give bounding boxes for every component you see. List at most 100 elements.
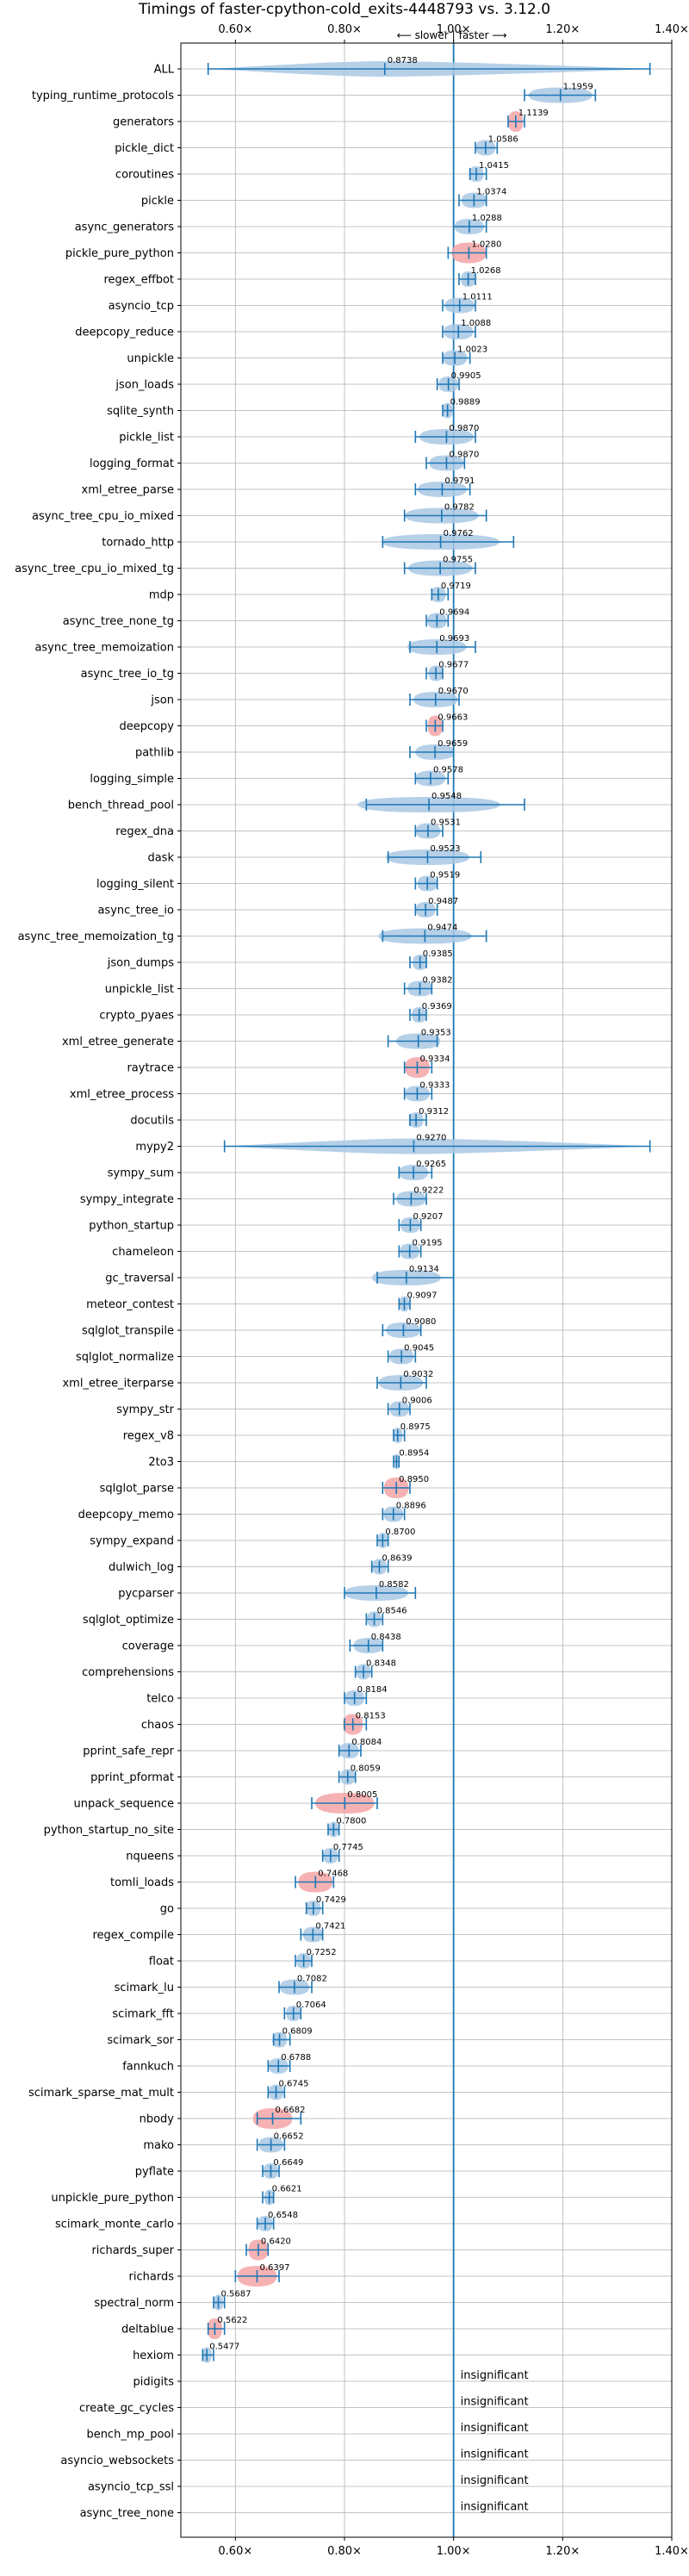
violin-sqlglot_normalize (387, 1348, 417, 1365)
category-label: spectral_norm (94, 2297, 174, 2310)
violin-dask (386, 849, 482, 865)
category-label: bench_mp_pool (86, 2429, 174, 2442)
category-label: mypy2 (135, 1141, 174, 1154)
category-label: float (149, 1956, 174, 1969)
category-label: sqlglot_normalize (76, 1351, 174, 1364)
violin-async_tree_cpu_io_mixed (403, 507, 487, 524)
value-label: 0.5622 (217, 2316, 247, 2325)
category-label: chameleon (112, 1246, 174, 1259)
violin-dulwich_log (370, 1559, 389, 1575)
violin-mako (256, 2137, 286, 2153)
violin-async_tree_memoization_tg (378, 928, 487, 944)
violin-async_tree_io_tg (425, 665, 444, 681)
insignificant-label: insignificant (461, 2448, 529, 2461)
value-label: 0.7745 (333, 1843, 363, 1852)
violin-mdp (431, 587, 450, 602)
value-label: 0.9870 (449, 451, 479, 460)
violin-sympy_str (387, 1401, 411, 1417)
category-label: dulwich_log (109, 1561, 174, 1574)
violin-nbody (252, 2108, 302, 2129)
category-label: sympy_integrate (80, 1193, 174, 1206)
category-label: sqlglot_transpile (82, 1325, 174, 1338)
value-label: 1.1139 (518, 109, 549, 118)
category-label: mako (143, 2139, 174, 2152)
value-label: 0.7064 (296, 2000, 326, 2010)
x-tick-label-top: 1.00× (437, 23, 471, 36)
value-label: 0.9222 (413, 1186, 444, 1196)
value-label: 1.1959 (563, 83, 593, 92)
violin-unpickle_list (403, 980, 433, 997)
value-label: 0.5477 (209, 2343, 239, 2352)
violin-pickle_dict (475, 140, 499, 156)
violin-async_tree_none_tg (425, 613, 450, 629)
category-label: dask (147, 852, 174, 865)
value-label: 0.9870 (449, 424, 479, 433)
category-label: tornado_http (102, 537, 174, 550)
category-label: logging_silent (96, 878, 174, 891)
category-labels: ALL typing_runtime_protocols generators pic… (15, 64, 175, 2521)
category-label: unpack_sequence (73, 1798, 174, 1811)
category-label: pickle (141, 195, 174, 208)
violin-sqlglot_parse (382, 1478, 411, 1498)
category-label: pprint_safe_repr (83, 1745, 174, 1758)
category-label: logging_simple (90, 773, 174, 786)
category-label: chaos (141, 1719, 174, 1732)
category-label: sympy_sum (108, 1167, 174, 1180)
value-label: 1.0023 (457, 345, 487, 355)
category-label: regex_v8 (123, 1430, 174, 1443)
category-label: async_tree_cpu_io_mixed (32, 510, 174, 523)
direction-slower-label: ⟵ slower (397, 29, 449, 41)
violin-sqlglot_transpile (382, 1322, 422, 1338)
value-label: 0.9523 (430, 844, 460, 854)
value-label: 1.0088 (461, 319, 491, 328)
violin-richards_super (245, 2239, 270, 2261)
category-label: deltablue (121, 2324, 174, 2336)
value-label: 0.9006 (402, 1397, 432, 1406)
violin-comprehensions (354, 1664, 373, 1680)
plot-frame (180, 42, 673, 2538)
category-label: sympy_expand (90, 1535, 174, 1548)
value-label: 0.8896 (396, 1502, 426, 1511)
violin-nqueens (321, 1848, 340, 1864)
violin-scimark_lu (278, 1979, 313, 1995)
violin-generators (507, 111, 525, 132)
violin-chaos (343, 1714, 368, 1735)
value-label: 0.7082 (297, 1975, 327, 1984)
violin-coroutines (469, 166, 487, 182)
violin-2to3 (393, 1453, 400, 1470)
category-label: fannkuch (122, 2061, 174, 2074)
value-label: 0.8950 (399, 1475, 429, 1484)
violin-spectral_norm (213, 2294, 226, 2311)
category-label: coverage (122, 1640, 174, 1653)
category-label: meteor_contest (86, 1298, 174, 1311)
value-label: 0.9195 (413, 1239, 443, 1248)
category-label: bench_thread_pool (68, 800, 174, 812)
violin-deltablue (207, 2318, 226, 2339)
value-label: 0.9531 (431, 818, 461, 828)
value-label: 0.7800 (336, 1817, 366, 1826)
violin-sympy_expand (376, 1533, 389, 1548)
value-label: 0.8700 (385, 1528, 415, 1537)
category-label: tomli_loads (110, 1876, 174, 1889)
category-label: pycparser (118, 1588, 174, 1601)
value-label: 0.9663 (438, 713, 468, 723)
violin-pprint_safe_repr (338, 1743, 362, 1758)
violin-gc_traversal (371, 1270, 455, 1285)
violin-async_tree_io (414, 902, 438, 918)
violin-logging_silent (414, 875, 438, 892)
x-tick-label-top: 1.40× (655, 23, 689, 36)
violin-scimark_fft (283, 2006, 302, 2021)
violin-pathlib (409, 744, 455, 760)
value-label: 1.0374 (476, 188, 506, 197)
violin-go (305, 1901, 324, 1916)
violin-sympy_integrate (393, 1191, 427, 1207)
value-label: 0.6788 (281, 2053, 311, 2063)
value-label: 0.9905 (451, 371, 481, 381)
x-tick-label-bottom: 1.40× (655, 2545, 689, 2558)
value-label: 0.9333 (419, 1081, 450, 1091)
value-label: 0.6809 (282, 2027, 313, 2037)
violin-asyncio_tcp (442, 297, 476, 314)
category-label: json (150, 694, 174, 707)
violin-bench_thread_pool (357, 797, 525, 812)
violin-json_dumps (409, 955, 428, 970)
